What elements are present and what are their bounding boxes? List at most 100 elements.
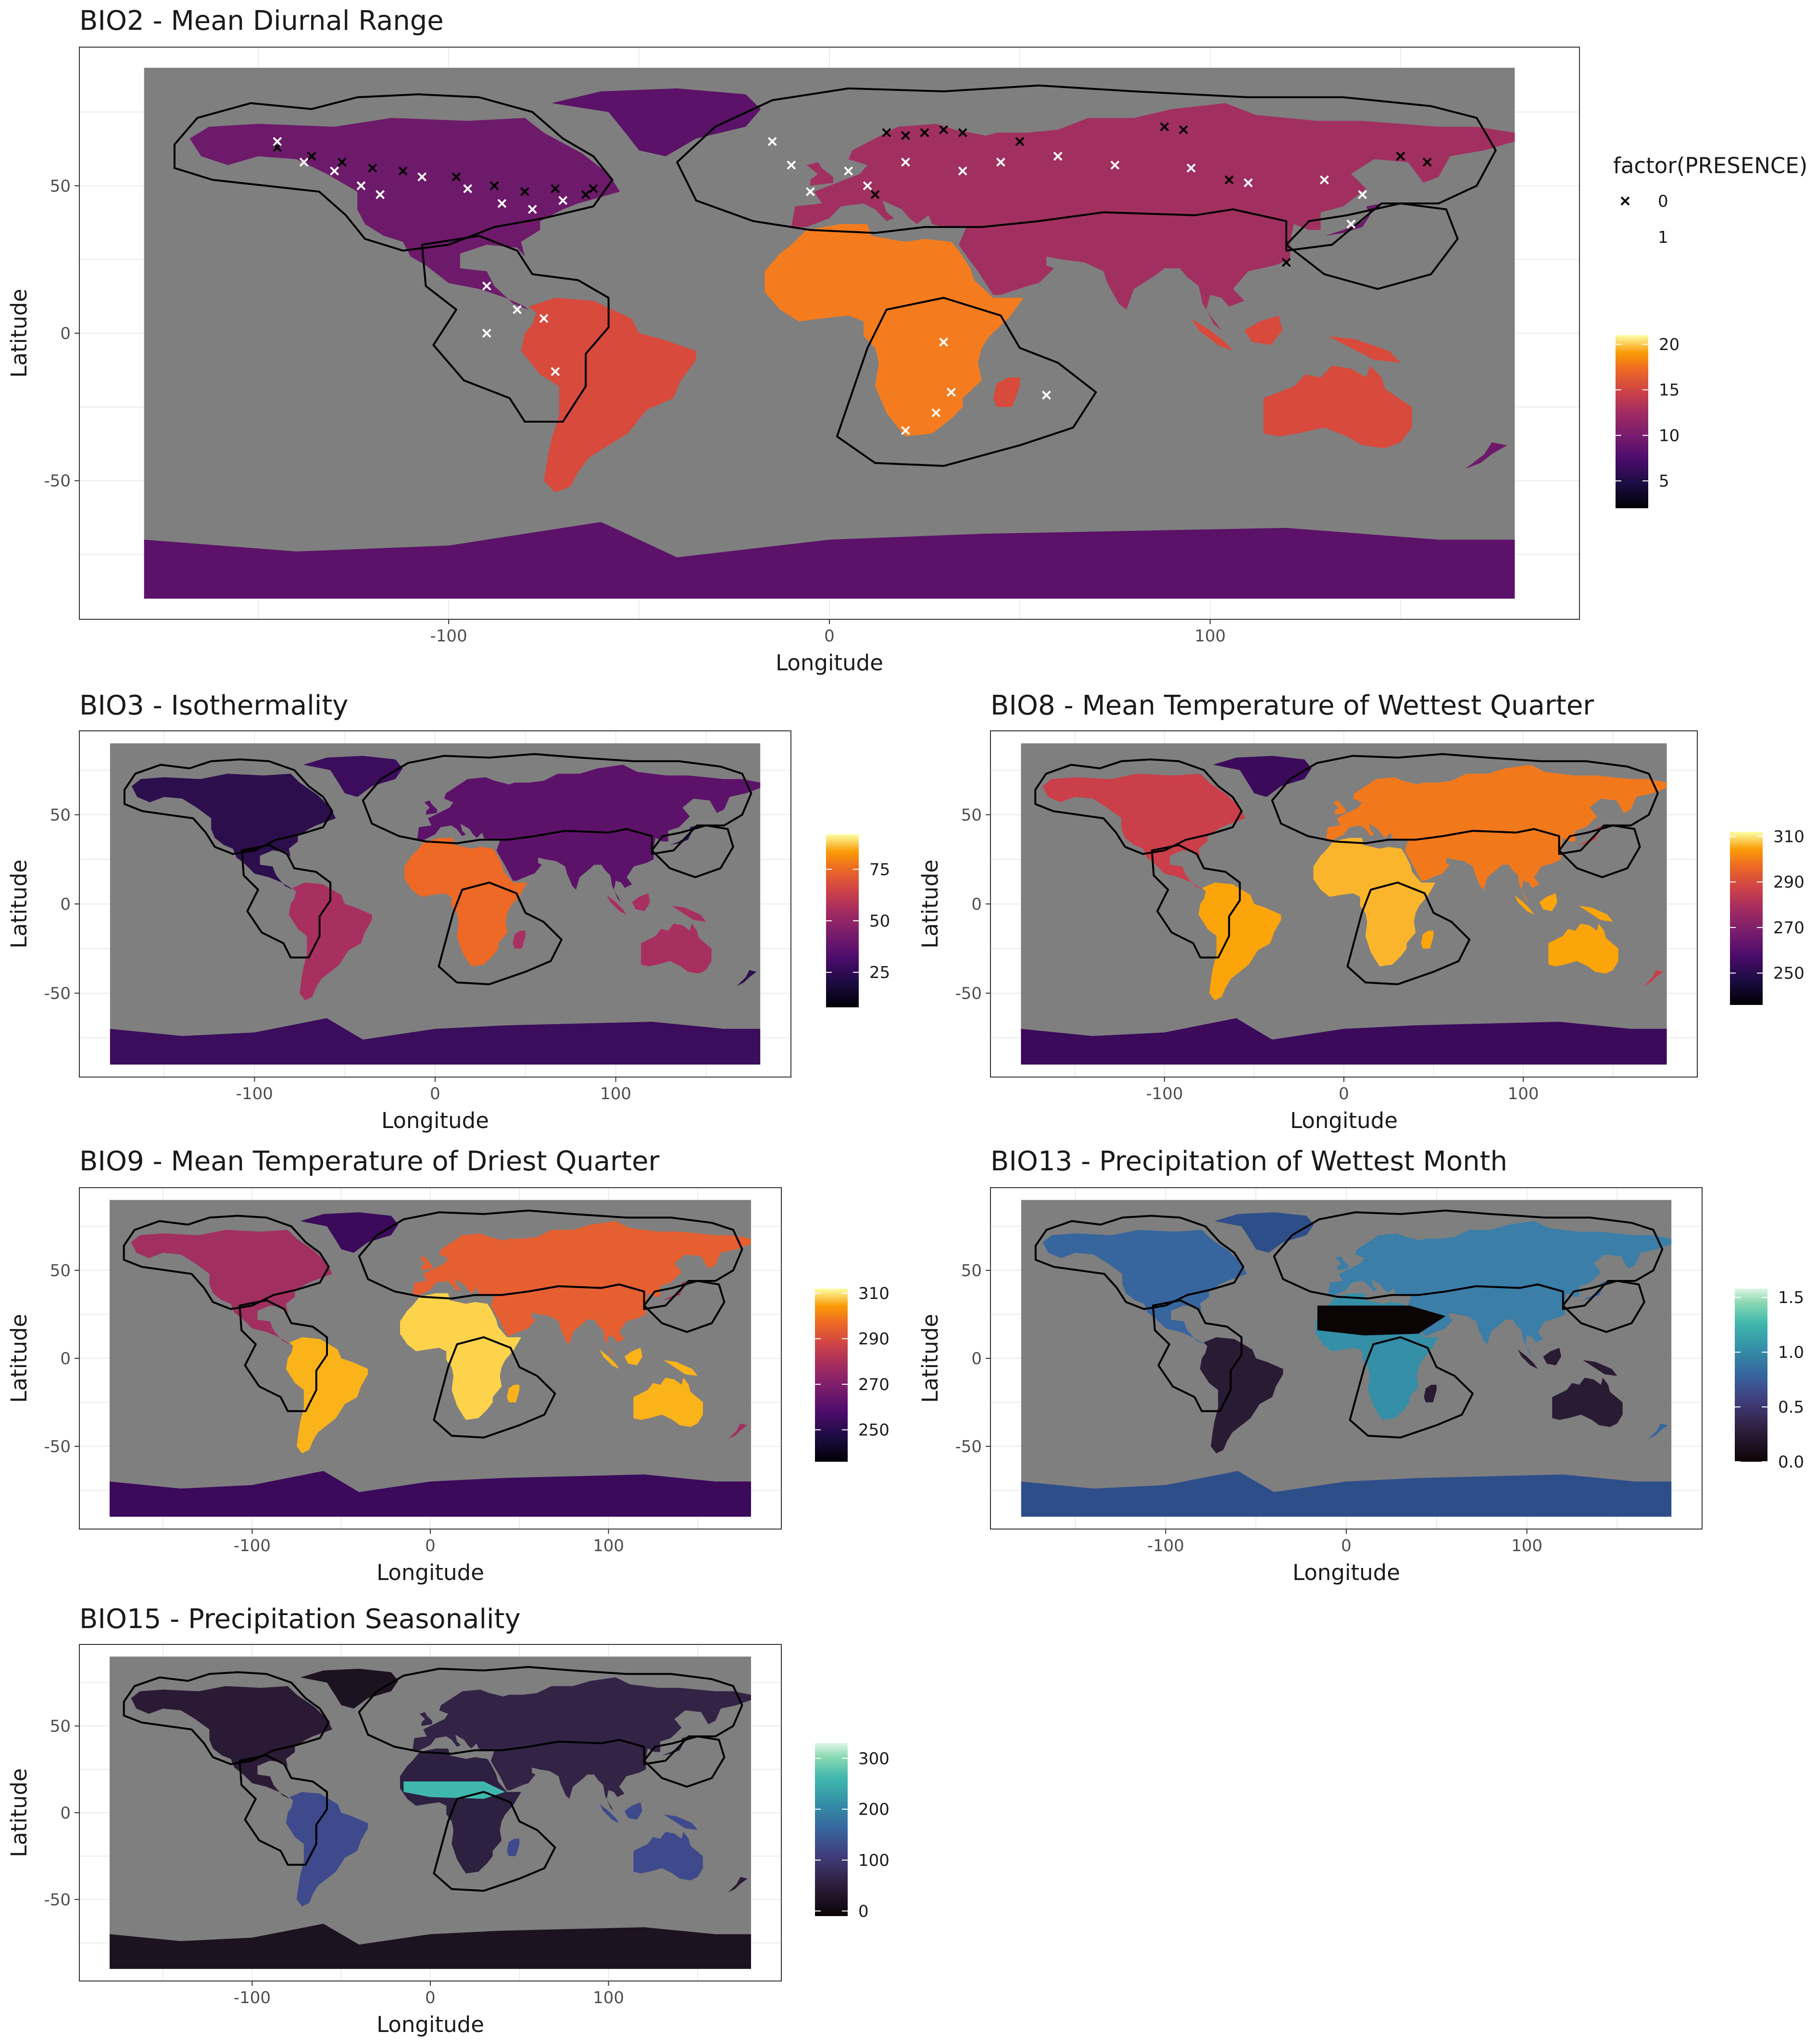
colorbar-tick-label: 100 [858, 1851, 890, 1870]
presence-point-1 [946, 388, 956, 397]
colorbar-tick-label: 15 [1659, 381, 1679, 400]
land-antarctica [1021, 1018, 1667, 1065]
presence-point-0 [1179, 125, 1188, 135]
buffer-outline-1 [1034, 758, 1243, 855]
land-greenland [1214, 1212, 1314, 1253]
presence-point-1 [417, 172, 427, 182]
land-africa [400, 1293, 521, 1420]
presence-point-0 [337, 157, 347, 167]
land-africa [404, 838, 527, 966]
colorbar-tick-label: 50 [869, 912, 890, 931]
colorbar-tick-label: 1.5 [1778, 1288, 1804, 1307]
land-indonesia [1191, 318, 1233, 351]
y-tick-label: 50 [961, 805, 982, 825]
y-tick-label: -50 [44, 472, 71, 491]
x-tick-label: 100 [593, 1988, 624, 2007]
y-axis-title: Latitude [917, 859, 943, 948]
colorbar-tick-label: 310 [1773, 827, 1804, 846]
presence-point-1 [513, 305, 522, 314]
buffer-outline-5 [433, 1791, 556, 1892]
x-tick-label: -100 [234, 1536, 271, 1555]
x-tick-label: 100 [1194, 627, 1226, 646]
presence-point-1 [1053, 151, 1063, 161]
land-madagascar [507, 1384, 520, 1403]
presence-point-1 [1320, 175, 1329, 185]
colorbar-tick-label: 5 [1659, 472, 1669, 491]
presence-point-0 [398, 166, 408, 176]
y-tick-label: 0 [60, 895, 71, 914]
presence-point-0 [1396, 151, 1405, 161]
y-tick-label: 0 [971, 895, 982, 914]
land-africa [1313, 838, 1436, 966]
buffer-outline-4 [1562, 1279, 1645, 1333]
x-tick-label: 100 [1508, 1084, 1539, 1104]
land-indonesia [606, 895, 627, 915]
land-greenland [551, 88, 761, 156]
land-masses [1021, 1212, 1672, 1517]
x-axis-title: Longitude [376, 1560, 484, 1585]
buffer-outline-5 [438, 881, 563, 986]
land-australia [1552, 1378, 1623, 1427]
buffer-outline-3 [1271, 753, 1659, 855]
buffer-outline-1 [123, 1671, 330, 1765]
land-indonesia [600, 1804, 619, 1823]
colorbar-gradient [1735, 1289, 1767, 1462]
land-antarctica [109, 1471, 752, 1517]
y-tick-label: -50 [955, 984, 982, 1003]
land-nz [737, 970, 757, 986]
colorbar-tick-label: 200 [858, 1800, 890, 1819]
land-sahara-dry [1317, 1305, 1446, 1336]
land-indonesia [600, 1349, 619, 1369]
buffer-outline-2 [1152, 1299, 1243, 1412]
presence-legend-key-0 [1620, 196, 1630, 206]
land-samerica [1200, 1337, 1283, 1454]
presence-point-0 [589, 184, 598, 193]
colorbar-tick-label: 0 [858, 1902, 869, 1921]
colorbar-tick-label: 25 [869, 963, 890, 982]
colorbar-tick-label: 0.5 [1778, 1398, 1804, 1417]
y-tick-label: 50 [50, 805, 71, 825]
land-antarctica [1021, 1471, 1672, 1517]
presence-point-1 [551, 367, 560, 376]
presence-point-1 [863, 181, 872, 190]
land-papua [664, 1814, 698, 1831]
presence-point-1 [356, 181, 366, 190]
land-masses [1021, 755, 1667, 1065]
presence-point-1 [844, 166, 853, 176]
presence-legend-title: factor(PRESENCE) [1613, 153, 1807, 178]
accessible-area-buffers [123, 753, 752, 986]
accessible-area-buffers [173, 84, 1497, 467]
colorbar-tick-label: 290 [1773, 873, 1804, 892]
land-uk [419, 1256, 432, 1271]
land-masses [109, 1212, 752, 1517]
colorbar: 5 10 15 20 [1616, 335, 1679, 508]
colorbar-tick-label: 0.0 [1778, 1453, 1804, 1472]
presence-point-1 [901, 426, 910, 435]
presence-point-0 [920, 128, 929, 138]
land-madagascar [507, 1839, 520, 1856]
colorbar-tick-label: 250 [858, 1421, 890, 1440]
land-nz [727, 1877, 748, 1893]
y-axis-title: Latitude [6, 1314, 32, 1403]
buffer-outline-3 [358, 1666, 743, 1765]
y-axis-title: Latitude [917, 1314, 943, 1403]
buffer-outline-2 [421, 235, 610, 423]
x-tick-label: 0 [425, 1536, 436, 1555]
colorbar: 25 50 75 [826, 834, 890, 1007]
panel-title: BIO8 - Mean Temperature of Wettest Quart… [990, 690, 1594, 721]
buffer-outline-4 [1558, 824, 1641, 878]
presence-point-1 [1358, 190, 1367, 200]
presence-point-1 [482, 328, 491, 338]
land-australia [1548, 923, 1618, 974]
x-tick-label: 0 [430, 1084, 440, 1104]
presence-point-1 [1243, 178, 1253, 188]
x-tick-label: 100 [600, 1084, 631, 1104]
land-eurasia [1328, 1221, 1672, 1357]
land-eurasia [412, 1677, 752, 1811]
y-tick-label: 0 [60, 1804, 71, 1823]
colorbar-tick-label: 75 [869, 860, 890, 879]
x-tick-label: -100 [1147, 1536, 1184, 1555]
land-antarctica [110, 1018, 761, 1065]
colorbar-tick-label: 270 [858, 1375, 890, 1394]
presence-point-0 [489, 181, 499, 190]
